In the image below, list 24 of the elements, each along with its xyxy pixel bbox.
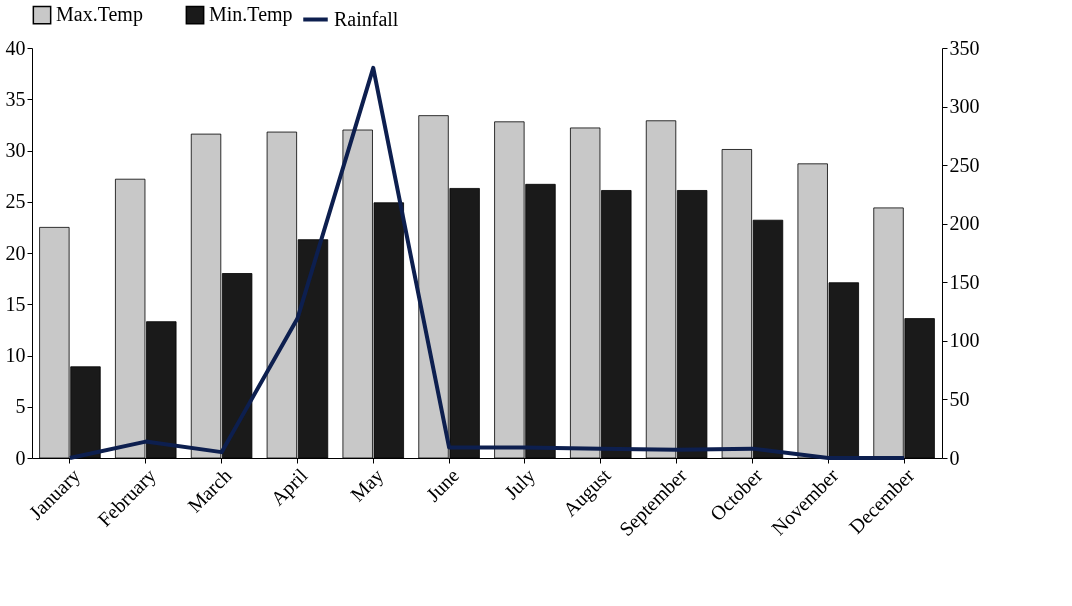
legend-label: Min.Temp [209,3,293,27]
y-tick-label: 5 [15,395,26,418]
y2-tick-label: 50 [949,387,970,410]
y2-tick-label: 200 [949,212,980,235]
y2-tick-label: 100 [949,329,980,352]
y2-tick-label: 150 [949,270,980,293]
x-tick-label: June [421,464,464,506]
y-tick-label: 0 [15,446,26,469]
y-tick-label: 10 [5,344,26,366]
x-tick-label: July [499,464,540,504]
y-tick-label: 40 [5,36,26,59]
y-tick-label: 25 [5,190,26,213]
line-series [67,65,907,460]
legend-label: Max.Temp [56,3,143,27]
y-tick-label: 15 [5,292,26,315]
y-tick-label: 20 [5,241,26,264]
y2-tick-label: 0 [949,446,960,469]
y2-tick-label: 250 [949,153,980,176]
x-tick-label: May [345,464,389,507]
y2-tick-label: 300 [949,95,980,118]
y2-tick-label: 350 [949,36,980,59]
y-tick-label: 30 [5,139,26,161]
legend-label: Rainfall [334,7,399,30]
y-tick-label: 35 [5,87,26,110]
